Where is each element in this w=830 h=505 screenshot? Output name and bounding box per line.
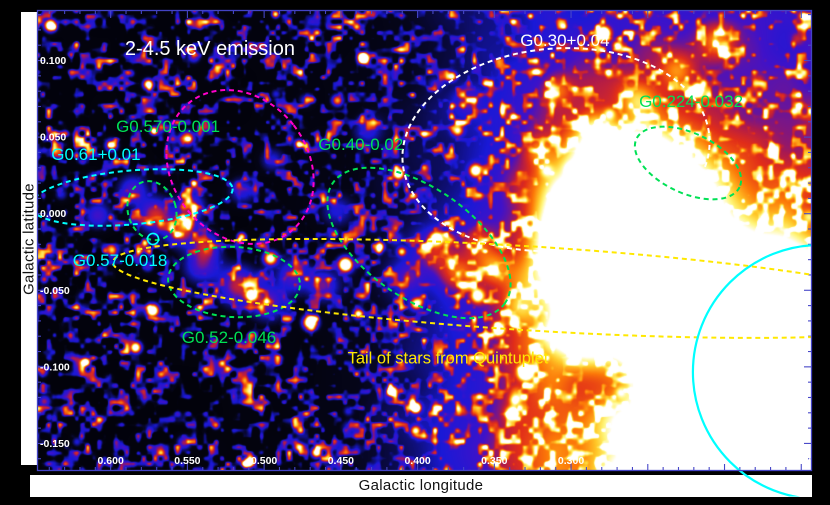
region-quintuplet-tail bbox=[111, 237, 812, 339]
annotation-label-g0-570-m0-001: G0.570-0.001 bbox=[116, 117, 220, 136]
x-axis-tick-label: 0.550 bbox=[174, 455, 200, 467]
region-g0-40-m0-02 bbox=[326, 166, 512, 320]
region-g0-52-m0-046 bbox=[167, 245, 301, 319]
x-axis-tick-label: 0.450 bbox=[328, 455, 354, 467]
x-axis-label: Galactic longitude bbox=[358, 477, 484, 494]
annotation-label-g0-40-m0-02: G0.40-0.02 bbox=[318, 135, 403, 154]
y-axis-tick-label: -0.100 bbox=[40, 361, 70, 373]
y-axis-tick-label: 0.050 bbox=[40, 132, 66, 144]
x-axis-tick-label: 0.300 bbox=[558, 455, 584, 467]
annotation-label-g0-52-m0-046: G0.52-0.046 bbox=[182, 328, 277, 347]
annotation-label-g0-57-m0-018: G0.57-0.018 bbox=[73, 251, 168, 270]
y-axis-label-strip: Galactic latitude bbox=[21, 12, 38, 465]
y-axis-tick-label: -0.050 bbox=[40, 285, 70, 297]
plot-clip-group: 0.600 0.550 0.500 0.450 0.400 0.350 0.300 0.250… bbox=[38, 10, 814, 497]
region-large-cyan-circle bbox=[691, 244, 812, 497]
x-axis-tick-label: 0.250 bbox=[635, 455, 661, 467]
region-g0-30-p0-04 bbox=[401, 47, 711, 252]
annotation-label-g0-30-p0-04: G0.30+0.04 bbox=[520, 31, 609, 50]
x-axis-tick-label: 0.500 bbox=[251, 455, 277, 467]
region-g0-61-p0-01 bbox=[38, 168, 234, 227]
region-g0-570-m0-001 bbox=[126, 180, 178, 242]
plot-frame bbox=[36, 9, 813, 472]
annotation-label-g0-224-m0-032: G0.224-0.032 bbox=[639, 92, 743, 111]
region-g0-57-m0-018-marker bbox=[146, 232, 160, 246]
x-axis-label-strip: Galactic longitude bbox=[30, 475, 812, 497]
x-axis-tick-label: 0.350 bbox=[481, 455, 507, 467]
region-magenta-oval bbox=[165, 89, 315, 245]
y-axis-tick-label: -0.150 bbox=[40, 438, 70, 450]
annotation-title: 2-4.5 keV emission bbox=[125, 38, 295, 60]
annotation-label-quintuplet-tail: Tail of stars from Quintuplet bbox=[348, 350, 549, 368]
region-g0-224-m0-032 bbox=[633, 125, 743, 201]
annotation-label-g0-61-p0-01: G0.61+0.01 bbox=[51, 145, 140, 164]
x-axis-tick-label: 0.150 bbox=[788, 455, 814, 467]
x-axis-tick-label: 0.400 bbox=[404, 455, 430, 467]
x-axis-tick-label: 0.600 bbox=[98, 455, 124, 467]
y-axis-tick-label: 0.000 bbox=[40, 208, 66, 220]
y-axis-tick-label: 0.100 bbox=[40, 55, 66, 67]
